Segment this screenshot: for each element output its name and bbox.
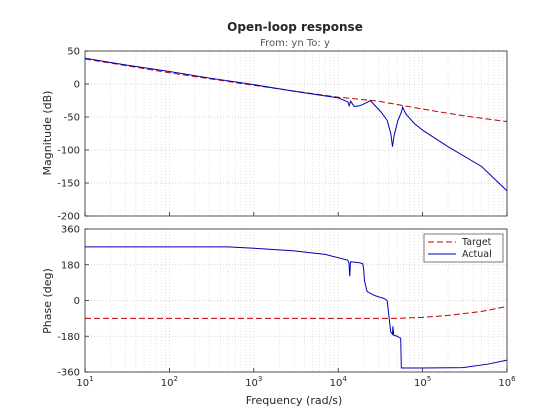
y-tick-label: 0	[74, 80, 80, 91]
y-tick-label: -180	[57, 332, 80, 343]
magnitude-plot-area	[85, 51, 507, 216]
y-tick-label: -100	[57, 146, 80, 157]
phase-series	[85, 246, 508, 369]
y-tick-label: 180	[61, 260, 80, 271]
y-tick-label: 360	[61, 225, 80, 236]
legend-target-label: Target	[461, 237, 492, 248]
y-tick-label: -360	[57, 368, 80, 379]
magnitude-axes: 50 0 -50 -100 -150 -200 Magnitude (dB)	[41, 47, 508, 223]
chart-subtitle: From: yn To: y	[260, 38, 330, 49]
y-tick-label: -150	[57, 179, 80, 190]
phase-xlabel: Frequency (rad/s)	[246, 394, 343, 407]
series-line-actual	[85, 246, 508, 369]
series-line-target	[84, 58, 508, 123]
phase-ylabel: Phase (deg)	[41, 268, 54, 334]
phase-axes-box	[84, 228, 508, 373]
magnitude-series	[84, 57, 508, 192]
chart-title: Open-loop response	[227, 20, 363, 34]
legend-box	[423, 233, 504, 263]
magnitude-axes-box	[84, 50, 508, 217]
legend-actual-label: Actual	[462, 249, 492, 260]
series-line-actual	[84, 57, 508, 192]
legend: Target Actual	[423, 233, 504, 263]
y-tick-label: -200	[57, 212, 80, 223]
magnitude-ylabel: Magnitude (dB)	[41, 91, 54, 176]
y-tick-label: 0	[74, 296, 80, 307]
y-tick-label: -50	[64, 113, 80, 124]
y-tick-label: 50	[67, 47, 80, 58]
series-line-target	[85, 305, 508, 319]
